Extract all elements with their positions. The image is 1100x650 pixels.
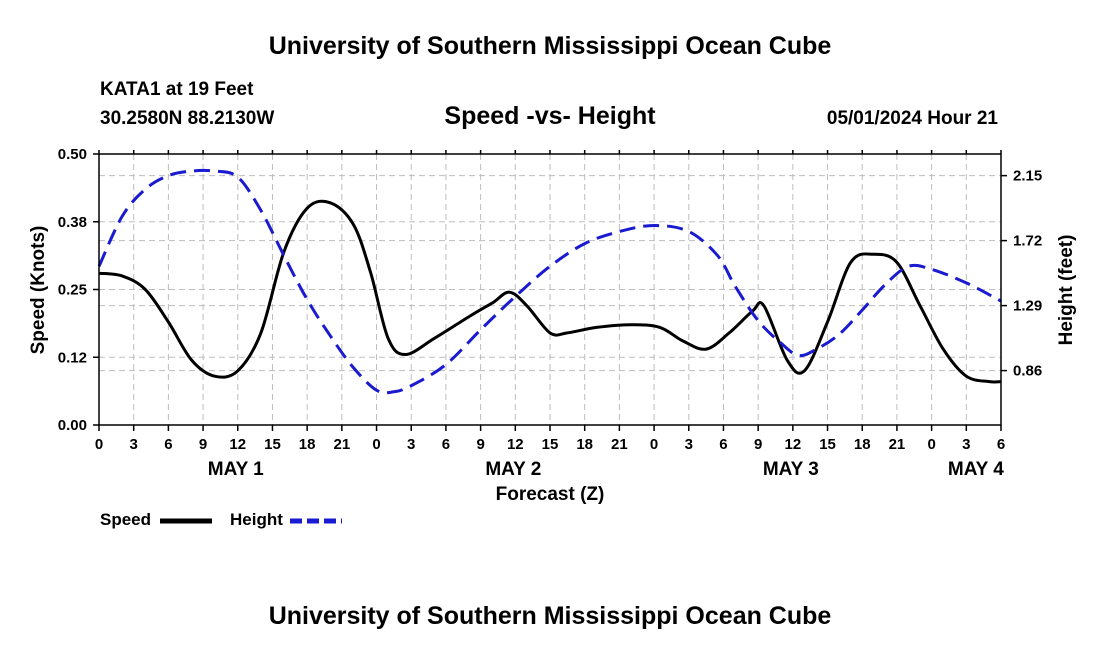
x-tick-label: 18	[576, 436, 593, 453]
chart-title: Speed -vs- Height	[444, 102, 656, 130]
day-label: MAY 2	[485, 459, 541, 480]
x-tick-label: 15	[264, 436, 281, 453]
x-tick-label: 0	[650, 436, 658, 453]
legend: Speed Height	[100, 510, 342, 529]
datetime-label: 05/01/2024 Hour 21	[827, 108, 999, 129]
x-tick-label: 0	[372, 436, 380, 453]
y-tick-right-label: 2.15	[1013, 168, 1042, 185]
x-tick-label: 12	[785, 436, 802, 453]
x-tick-label: 12	[507, 436, 524, 453]
y-axis-left-label: Speed (Knots)	[28, 226, 49, 355]
day-label: MAY 1	[208, 459, 264, 480]
y-tick-left-label: 0.50	[58, 146, 87, 163]
legend-height-label: Height	[230, 510, 283, 529]
x-tick-label: 15	[542, 436, 559, 453]
page-title: University of Southern Mississippi Ocean…	[269, 32, 832, 60]
x-axis-label: Forecast (Z)	[496, 484, 605, 505]
x-tick-label: 3	[962, 436, 970, 453]
x-tick-label: 21	[889, 436, 906, 453]
x-tick-label: 9	[199, 436, 207, 453]
x-tick-label: 6	[719, 436, 727, 453]
x-tick-label: 3	[130, 436, 138, 453]
series-speed-line	[98, 199, 1002, 384]
grid	[99, 154, 1001, 425]
x-tick-label: 9	[754, 436, 762, 453]
x-tick-label: 6	[997, 436, 1005, 453]
day-label: MAY 4	[948, 459, 1004, 480]
y-tick-left-label: 0.00	[58, 417, 87, 434]
x-tick-label: 3	[407, 436, 415, 453]
y-tick-right-label: 1.29	[1013, 298, 1042, 315]
x-tick-label: 21	[334, 436, 351, 453]
series-layer	[97, 168, 1002, 395]
station-label: KATA1 at 19 Feet	[100, 79, 254, 100]
x-tick-label: 0	[95, 436, 103, 453]
x-tick-label: 12	[229, 436, 246, 453]
y-tick-left-label: 0.12	[58, 349, 87, 366]
x-tick-label: 0	[927, 436, 935, 453]
y-tick-right-label: 1.72	[1013, 233, 1042, 250]
x-tick-label: 18	[299, 436, 316, 453]
legend-speed-label: Speed	[100, 510, 151, 529]
footer-title: University of Southern Mississippi Ocean…	[269, 602, 832, 630]
coords-label: 30.2580N 88.2130W	[100, 108, 274, 129]
x-tick-label: 18	[854, 436, 871, 453]
ticks: 0 3 6 9 12 15 18 21 0 3 6 9 12 15 18 21 0 3 6 9 12 15 18 21 0 3 6 M…	[58, 146, 1042, 480]
y-tick-left-label: 0.25	[58, 282, 87, 299]
y-tick-left-label: 0.38	[58, 214, 87, 231]
x-tick-label: 15	[819, 436, 836, 453]
x-tick-label: 6	[442, 436, 450, 453]
day-label: MAY 3	[763, 459, 819, 480]
y-axis-right-label: Height (feet)	[1056, 235, 1077, 346]
x-tick-label: 6	[164, 436, 172, 453]
x-tick-label: 3	[685, 436, 693, 453]
x-tick-label: 21	[611, 436, 628, 453]
y-tick-right-label: 0.86	[1013, 363, 1042, 380]
x-tick-label: 9	[476, 436, 484, 453]
